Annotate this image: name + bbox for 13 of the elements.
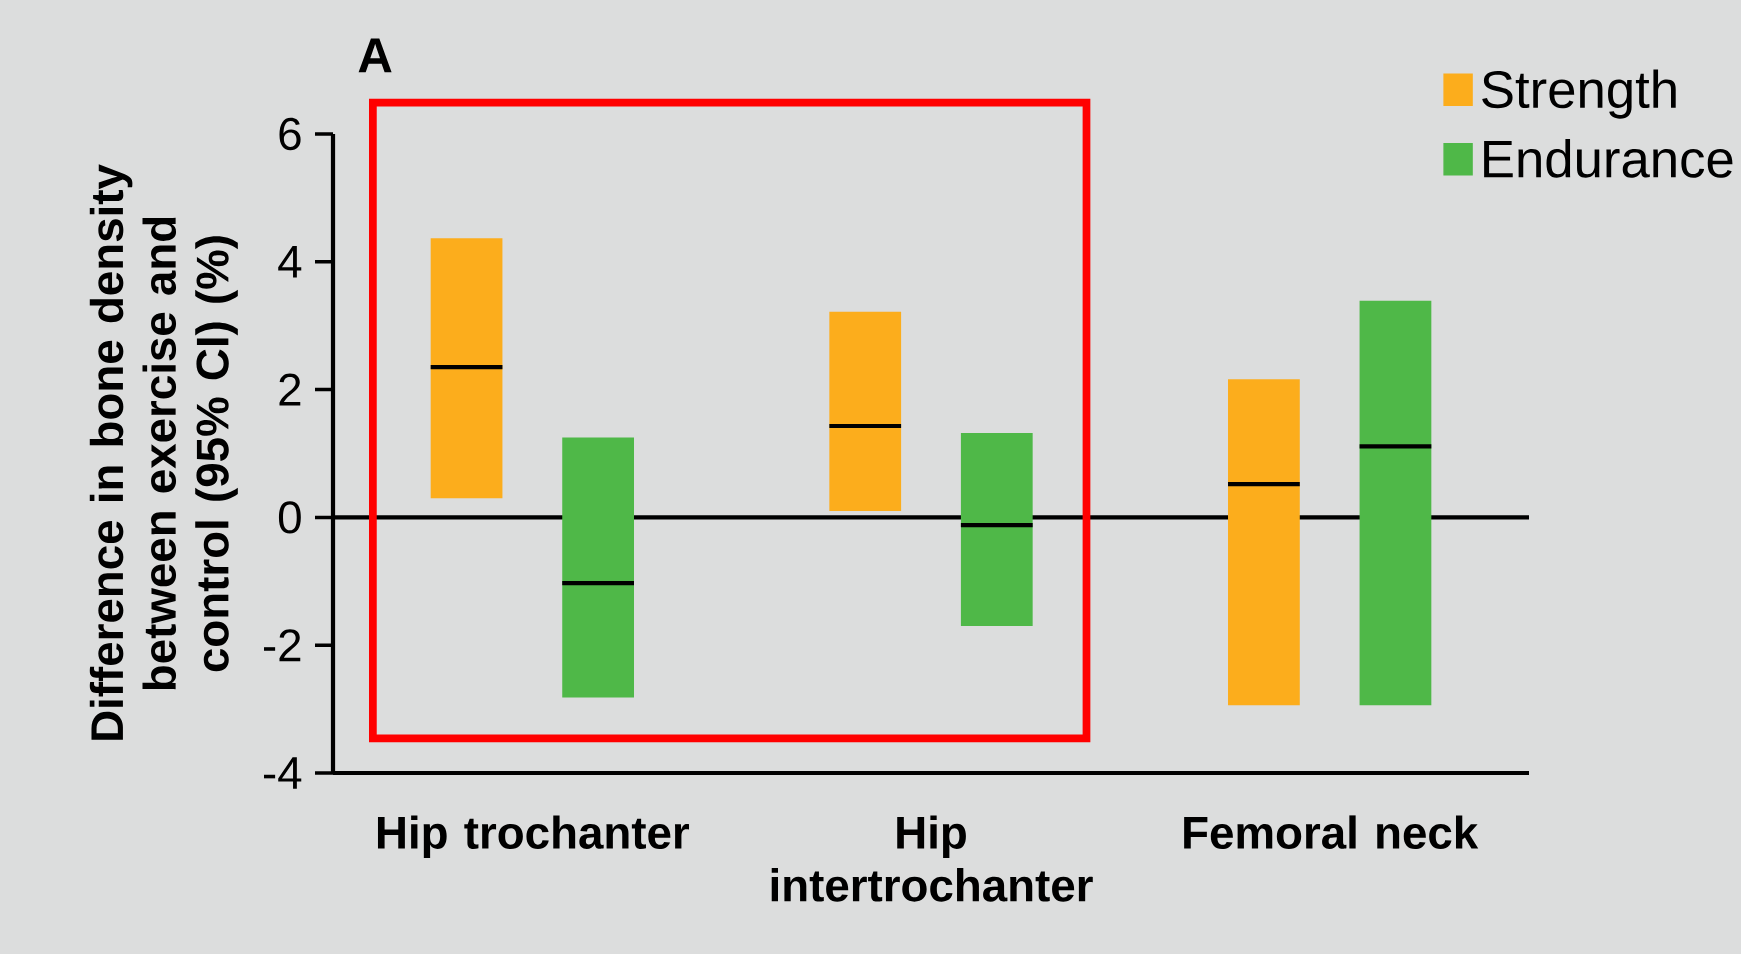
y-tick-label: 2 <box>279 373 301 406</box>
x-tick-label: Femoral neck <box>1184 815 1479 849</box>
y-axis-title: Difference in bone density between exercise and control (95% CI) (%) <box>89 164 238 740</box>
legend-label: Strength <box>1482 69 1676 119</box>
x-tick-label: Hip intertrochanter <box>771 815 1093 902</box>
x-tick-label: Hip trochanter <box>377 815 690 858</box>
legend-label: Endurance <box>1484 139 1733 178</box>
y-tick-label: 0 <box>278 501 301 534</box>
y-tick-label: 6 <box>279 117 301 151</box>
y-tick-label: -4 <box>264 757 302 789</box>
chart-title: A <box>358 38 392 73</box>
y-tick-label: 4 <box>278 246 302 278</box>
y-tick-label: -2 <box>264 629 301 662</box>
